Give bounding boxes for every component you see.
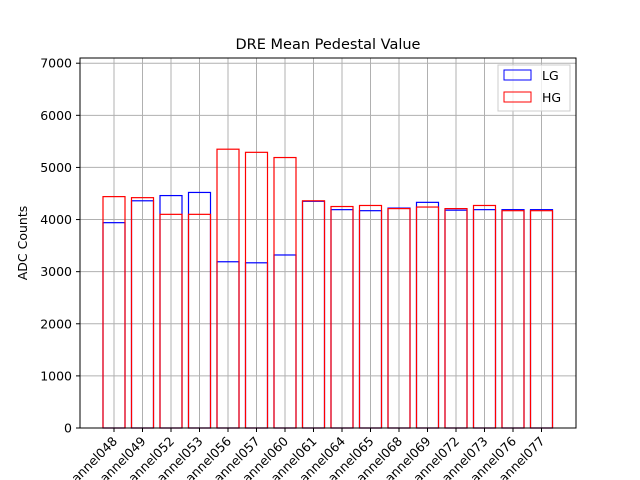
chart-title: DRE Mean Pedestal Value — [236, 37, 421, 53]
y-tick-label: 2000 — [40, 316, 72, 331]
legend-swatch-hg — [503, 91, 532, 103]
y-tick-label: 7000 — [40, 56, 72, 71]
y-tick-label: 0 — [64, 421, 72, 436]
legend-label-lg: LG — [542, 68, 559, 83]
grid — [80, 58, 576, 429]
legend: LG HG — [497, 64, 571, 112]
y-tick-label: 5000 — [40, 160, 72, 175]
y-tick-label: 3000 — [40, 264, 72, 279]
y-tick-label: 1000 — [40, 368, 72, 383]
y-tick-label: 6000 — [40, 108, 72, 123]
legend-swatch-lg — [503, 69, 532, 81]
plot-frame — [79, 57, 577, 429]
legend-label-hg: HG — [542, 90, 561, 105]
y-tick-label: 4000 — [40, 212, 72, 227]
y-axis-label: ADC Counts — [15, 206, 30, 281]
legend-box — [497, 64, 571, 112]
